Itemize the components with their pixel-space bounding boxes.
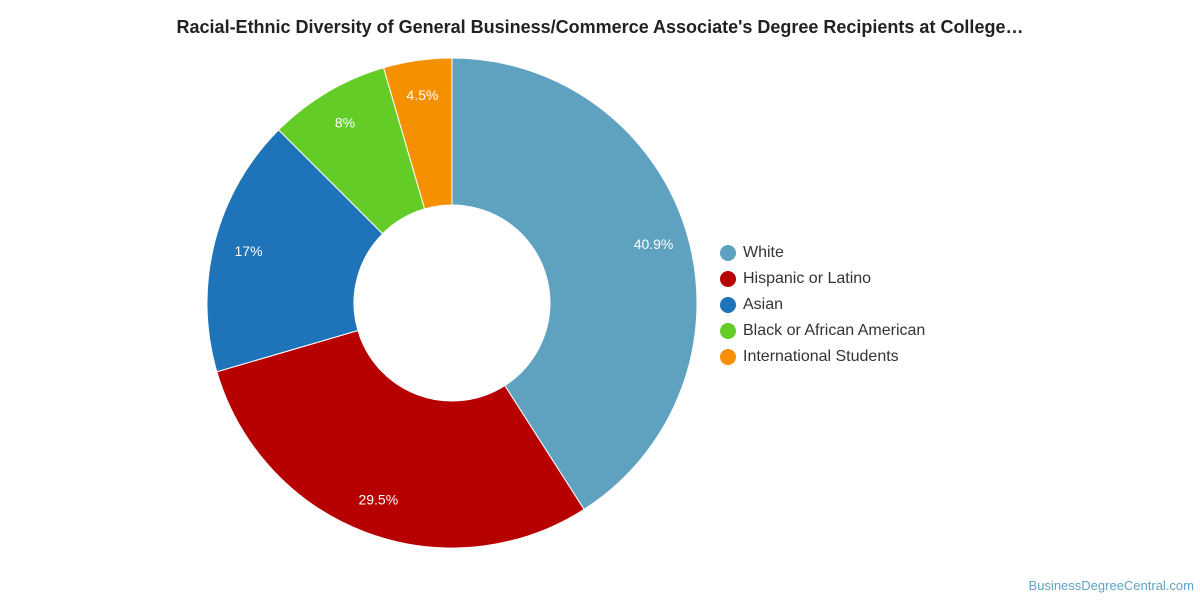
- legend-item[interactable]: Asian: [720, 292, 925, 318]
- slice-hispanic-or-latino[interactable]: [216, 329, 585, 549]
- legend-label: White: [743, 244, 784, 261]
- slice-international-students[interactable]: [382, 57, 453, 210]
- legend-marker: [720, 271, 736, 287]
- chart-title: Racial-Ethnic Diversity of General Busin…: [176, 17, 1024, 37]
- legend-marker: [720, 297, 736, 313]
- slice-label: 8%: [335, 114, 355, 130]
- slice-label: 4.5%: [406, 87, 438, 103]
- legend-marker: [720, 323, 736, 339]
- chart-legend: White Hispanic or Latino Asian Black or Afr…: [720, 240, 925, 370]
- legend-label: Asian: [743, 296, 784, 313]
- legend-item[interactable]: Hispanic or Latino: [720, 266, 925, 292]
- legend-label: Hispanic or Latino: [743, 270, 872, 287]
- source-credit[interactable]: BusinessDegreeCentral.com: [1028, 578, 1194, 593]
- legend-marker: [720, 245, 736, 261]
- slice-label: 29.5%: [358, 492, 398, 508]
- slice-label: 40.9%: [634, 236, 674, 252]
- legend-item[interactable]: White: [720, 240, 925, 266]
- slice-label: 17%: [235, 243, 263, 259]
- legend-item[interactable]: Black or African American: [720, 318, 925, 344]
- legend-label: International Students: [743, 348, 899, 365]
- legend-item[interactable]: International Students: [720, 344, 925, 370]
- legend-marker: [720, 349, 736, 365]
- legend-label: Black or African American: [743, 322, 926, 339]
- slice-white[interactable]: [451, 57, 698, 511]
